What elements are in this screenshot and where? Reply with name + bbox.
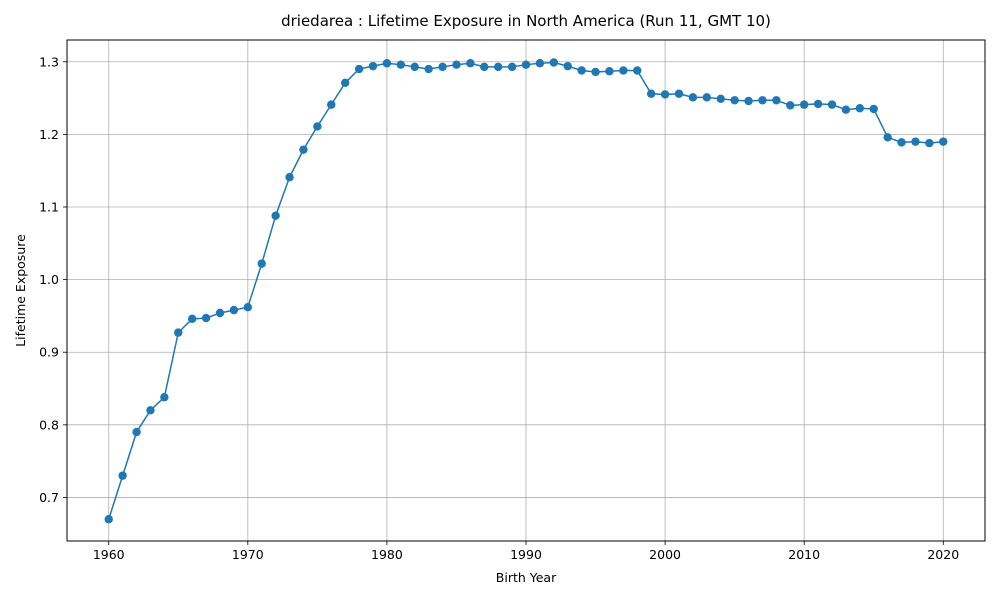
data-point (146, 406, 155, 415)
data-point (215, 308, 225, 318)
data-point (855, 104, 865, 113)
data-point (187, 314, 197, 324)
data-point (925, 138, 934, 148)
data-point (424, 64, 433, 74)
data-point (577, 66, 586, 75)
data-point (354, 64, 364, 74)
data-point (382, 59, 392, 68)
data-point (438, 62, 447, 72)
data-point (118, 471, 127, 480)
data-point (410, 62, 419, 72)
data-point (633, 66, 642, 75)
y-tick-label: 1.3 (39, 54, 59, 69)
data-point (327, 100, 336, 109)
data-point (799, 100, 809, 109)
data-point (660, 90, 670, 99)
data-point (646, 89, 656, 98)
data-point (132, 427, 141, 437)
data-point (911, 137, 920, 146)
data-point (758, 96, 767, 105)
data-point (730, 96, 739, 105)
chart-title: driedarea : Lifetime Exposure in North A… (281, 12, 771, 30)
data-point (396, 60, 406, 69)
data-point (716, 94, 725, 104)
data-point (619, 66, 628, 75)
data-point (869, 104, 878, 114)
data-point (786, 101, 795, 110)
x-tick-label: 1970 (232, 547, 264, 562)
data-point (674, 89, 684, 98)
data-point (229, 305, 239, 315)
data-point (299, 145, 308, 154)
data-point (201, 313, 211, 323)
data-point (563, 61, 572, 71)
y-tick-label: 0.7 (39, 490, 59, 505)
y-tick-label: 1.2 (39, 127, 59, 142)
data-point (605, 67, 614, 76)
data-point (243, 303, 253, 312)
data-point (521, 60, 531, 69)
data-point (939, 137, 948, 146)
y-tick-label: 1.1 (39, 200, 59, 215)
data-point (368, 61, 378, 71)
data-point (160, 393, 169, 402)
y-tick-label: 0.9 (39, 345, 59, 360)
data-point (493, 62, 503, 72)
data-point (271, 211, 280, 220)
data-point (480, 62, 489, 72)
data-point (841, 105, 851, 114)
data-point (744, 96, 753, 106)
data-point (549, 58, 559, 67)
series-layer (104, 58, 948, 524)
data-point (104, 515, 113, 524)
axis-ticks: 1960 1970 1980 1990 2000 2010 2020 0.7 0.8 0.9 1.0… (39, 54, 959, 562)
x-tick-label: 2010 (788, 547, 820, 562)
x-tick-label: 1980 (371, 547, 403, 562)
x-tick-label: 2020 (927, 547, 959, 562)
data-point (174, 328, 183, 337)
data-point (591, 67, 600, 77)
data-point (813, 99, 823, 109)
data-point (883, 133, 892, 142)
data-point (466, 59, 475, 68)
x-tick-label: 1990 (510, 547, 542, 562)
data-point (257, 259, 266, 268)
data-point (897, 138, 906, 147)
x-tick-label: 1960 (93, 547, 125, 562)
data-point (285, 173, 294, 182)
data-point (688, 93, 698, 102)
y-tick-label: 1.0 (39, 272, 59, 287)
x-axis-label: Birth Year (496, 570, 557, 585)
data-point (702, 93, 712, 102)
y-tick-label: 0.8 (39, 417, 59, 432)
data-point (772, 96, 781, 105)
data-point (827, 100, 837, 109)
y-axis-label: Lifetime Exposure (13, 234, 28, 347)
data-point (535, 59, 545, 68)
data-point (452, 60, 461, 69)
data-point (340, 78, 350, 88)
data-point (313, 122, 322, 131)
x-tick-label: 2000 (649, 547, 681, 562)
data-point (507, 62, 517, 72)
